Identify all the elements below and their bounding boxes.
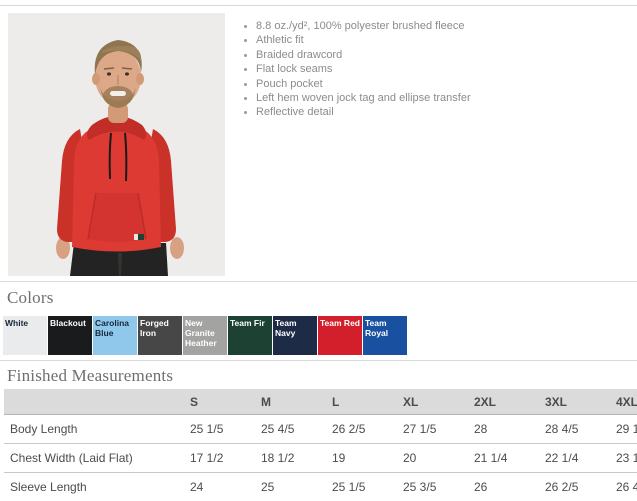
color-swatch-team-royal[interactable]: Team Royal bbox=[363, 316, 407, 355]
measurement-value: 21 1/4 bbox=[468, 443, 539, 473]
color-swatch-label: Team Royal bbox=[365, 318, 389, 339]
color-swatch-label: New Granite Heather bbox=[185, 318, 217, 349]
color-swatch-team-red[interactable]: Team Red bbox=[318, 316, 362, 355]
product-photo bbox=[8, 13, 225, 276]
color-swatch-forged-iron[interactable]: Forged Iron bbox=[138, 316, 182, 355]
color-swatch-team-navy[interactable]: Team Navy bbox=[273, 316, 317, 355]
color-swatch-label: Team Fir bbox=[230, 318, 265, 328]
table-row-sleeve-length: Sleeve Length 24 25 25 1/5 25 3/5 26 26 … bbox=[4, 472, 637, 501]
measurements-header-row: S M L XL 2XL 3XL 4XL bbox=[4, 389, 637, 415]
measurement-value: 25 1/5 bbox=[326, 472, 397, 501]
color-swatch-team-fir[interactable]: Team Fir bbox=[228, 316, 272, 355]
measurement-value: 19 bbox=[326, 443, 397, 473]
size-column-header-3xl: 3XL bbox=[539, 389, 610, 415]
feature-item: Reflective detail bbox=[256, 105, 636, 119]
color-swatch-label: Team Navy bbox=[275, 318, 297, 339]
table-row-chest-width: Chest Width (Laid Flat) 17 1/2 18 1/2 19… bbox=[4, 443, 637, 473]
size-column-header-4xl: 4XL bbox=[610, 389, 637, 415]
colors-divider bbox=[0, 281, 637, 282]
measurement-value: 23 1/5 bbox=[610, 443, 637, 473]
color-swatch-new-granite-heather[interactable]: New Granite Heather bbox=[183, 316, 227, 355]
size-column-header-l: L bbox=[326, 389, 397, 415]
measurement-value: 17 1/2 bbox=[184, 443, 255, 473]
measurements-divider bbox=[0, 360, 637, 361]
feature-item: Athletic fit bbox=[256, 33, 636, 47]
measurement-value: 26 bbox=[468, 472, 539, 501]
row-label: Chest Width (Laid Flat) bbox=[4, 443, 184, 473]
row-label: Sleeve Length bbox=[4, 472, 184, 501]
measurement-value: 26 2/5 bbox=[539, 472, 610, 501]
measurement-value: 26 4/5 bbox=[610, 472, 637, 501]
measurements-heading: Finished Measurements bbox=[7, 366, 174, 385]
product-hero: 8.8 oz./yd², 100% polyester brushed flee… bbox=[8, 13, 636, 276]
color-swatch-row: White Blackout Carolina Blue Forged Iron… bbox=[3, 316, 408, 355]
measurement-value: 18 1/2 bbox=[255, 443, 326, 473]
size-column-header-s: S bbox=[184, 389, 255, 415]
table-row-body-length: Body Length 25 1/5 25 4/5 26 2/5 27 1/5 … bbox=[4, 414, 637, 444]
feature-item: Flat lock seams bbox=[256, 62, 636, 76]
measurement-value: 28 bbox=[468, 414, 539, 444]
size-column-header-2xl: 2XL bbox=[468, 389, 539, 415]
color-swatch-label: Forged Iron bbox=[140, 318, 169, 339]
top-divider bbox=[0, 5, 637, 6]
color-swatch-label: Blackout bbox=[50, 318, 86, 328]
measurement-value: 20 bbox=[397, 443, 468, 473]
measurement-value: 25 bbox=[255, 472, 326, 501]
colors-heading: Colors bbox=[7, 288, 54, 307]
size-column-header-m: M bbox=[255, 389, 326, 415]
measurement-value: 24 bbox=[184, 472, 255, 501]
measurement-value: 26 2/5 bbox=[326, 414, 397, 444]
color-swatch-carolina-blue[interactable]: Carolina Blue bbox=[93, 316, 137, 355]
row-label: Body Length bbox=[4, 414, 184, 444]
color-swatch-white[interactable]: White bbox=[3, 316, 47, 355]
size-column-header-blank bbox=[4, 389, 184, 415]
measurement-value: 22 1/4 bbox=[539, 443, 610, 473]
color-swatch-label: Team Red bbox=[320, 318, 360, 328]
feature-item: Left hem woven jock tag and ellipse tran… bbox=[256, 91, 636, 105]
feature-item: Braided drawcord bbox=[256, 48, 636, 62]
measurement-value: 25 3/5 bbox=[397, 472, 468, 501]
color-swatch-label: White bbox=[5, 318, 29, 328]
model-figure bbox=[56, 40, 184, 276]
model-red-hoodie-illustration bbox=[8, 13, 225, 276]
feature-item: Pouch pocket bbox=[256, 77, 636, 91]
measurement-value: 28 4/5 bbox=[539, 414, 610, 444]
measurement-value: 29 1/2 bbox=[610, 414, 637, 444]
measurement-value: 25 1/5 bbox=[184, 414, 255, 444]
color-swatch-label: Carolina Blue bbox=[95, 318, 130, 339]
measurements-table: S M L XL 2XL 3XL 4XL Body Length 25 1/5 … bbox=[4, 389, 637, 501]
measurement-value: 25 4/5 bbox=[255, 414, 326, 444]
measurement-value: 27 1/5 bbox=[397, 414, 468, 444]
size-column-header-xl: XL bbox=[397, 389, 468, 415]
color-swatch-blackout[interactable]: Blackout bbox=[48, 316, 92, 355]
feature-item: 8.8 oz./yd², 100% polyester brushed flee… bbox=[256, 19, 636, 33]
feature-list: 8.8 oz./yd², 100% polyester brushed flee… bbox=[239, 19, 636, 120]
